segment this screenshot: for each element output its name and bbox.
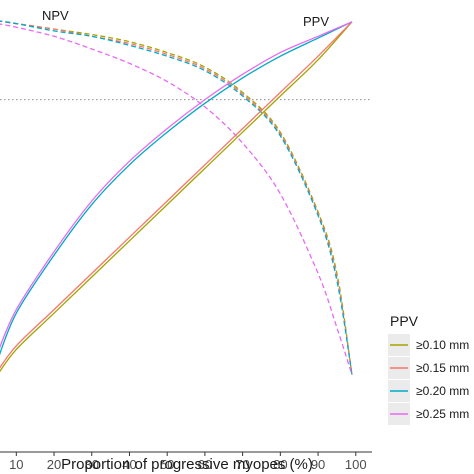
x-axis-title: Proportion of progressive myopes (%) <box>61 456 313 473</box>
x-tick-label: 20 <box>47 457 61 472</box>
x-tick-label: 30 <box>85 457 99 472</box>
npv-series-line <box>0 20 353 375</box>
legend-title: PPV <box>390 313 419 329</box>
ppv-series-line <box>0 21 353 356</box>
legend-label: ≥0.25 mm <box>416 407 469 421</box>
npv-series-line <box>0 23 353 375</box>
legend: PPV ≥0.10 mm ≥0.15 mm ≥0.20 mm ≥0.25 mm <box>388 313 469 425</box>
legend-label: ≥0.20 mm <box>416 384 469 398</box>
ppv-annotation: PPV <box>303 14 329 29</box>
x-tick-label: 90 <box>311 457 325 472</box>
ppv-series-line <box>0 21 353 369</box>
x-tick-label: 40 <box>122 457 136 472</box>
x-tick-label: 70 <box>235 457 249 472</box>
x-axis-ticks: 10 20 30 40 50 60 70 80 90 100 <box>9 452 367 472</box>
x-tick-label: 80 <box>273 457 287 472</box>
legend-label: ≥0.15 mm <box>416 361 469 375</box>
x-tick-label: 60 <box>198 457 212 472</box>
npv-series-line <box>0 20 353 375</box>
ppv-series-line <box>0 21 353 373</box>
npv-annotation: NPV <box>42 8 69 23</box>
legend-label: ≥0.10 mm <box>416 338 469 352</box>
ppv-series-line <box>0 21 353 349</box>
x-tick-label: 10 <box>9 457 23 472</box>
x-tick-label: 50 <box>160 457 174 472</box>
legend-entries: ≥0.10 mm ≥0.15 mm ≥0.20 mm ≥0.25 mm <box>388 334 469 425</box>
series-group <box>0 20 353 375</box>
x-tick-label: 100 <box>345 457 367 472</box>
